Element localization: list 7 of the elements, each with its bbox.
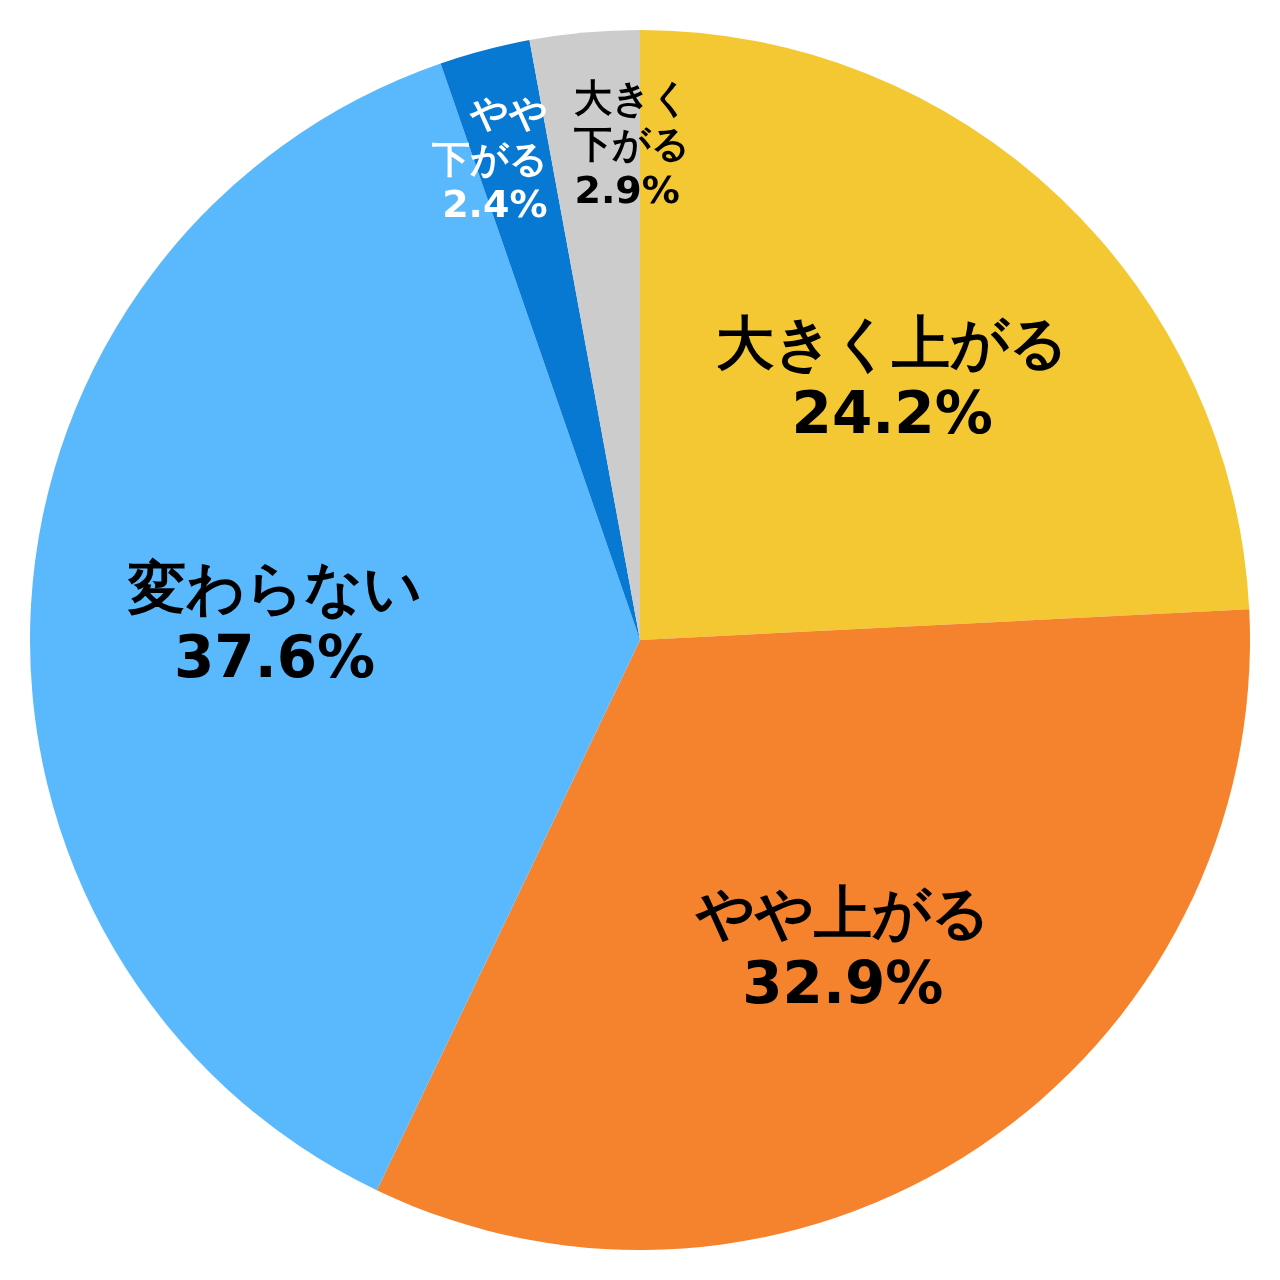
slice-label: やや上がる [694,879,990,948]
data-label: 32.9% [742,948,944,1017]
data-label: 37.6% [173,623,376,692]
data-label: 2.4% [442,182,548,227]
slice-label: 大きく上がる [716,309,1069,378]
data-label: 24.2% [791,378,993,447]
slice-label: 変わらない [126,553,422,622]
